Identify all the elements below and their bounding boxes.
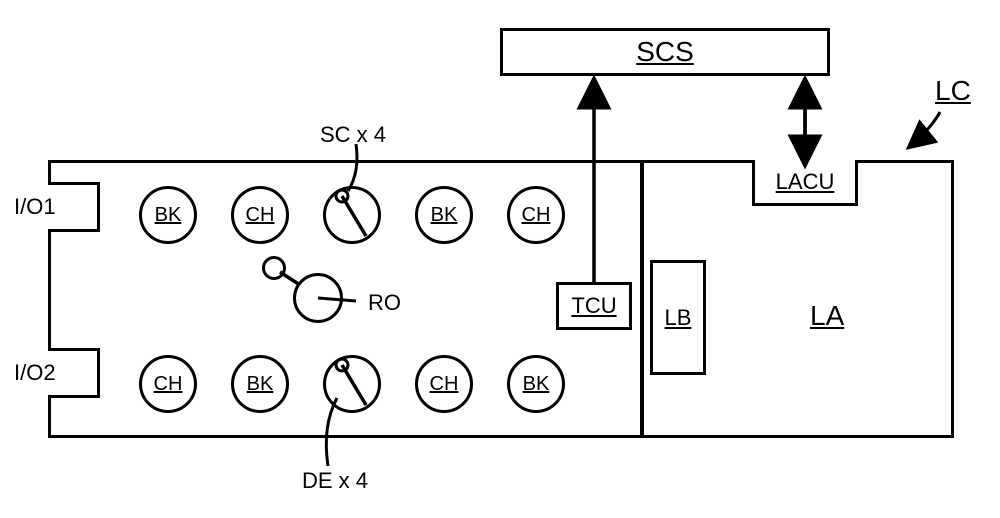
robot-base: [293, 273, 343, 323]
la-label: LA: [810, 300, 844, 332]
robot-joint: [262, 256, 286, 280]
circle-top-3: BK: [415, 186, 473, 244]
circle-bot-1: BK: [231, 355, 289, 413]
circle-top-4: CH: [507, 186, 565, 244]
circle-bot-2: [323, 355, 381, 413]
de-label: DE x 4: [302, 468, 368, 494]
circle-top-2: [323, 186, 381, 244]
lb-box: LB: [650, 260, 706, 375]
io2-label: I/O2: [14, 360, 56, 386]
scs-label: SCS: [636, 36, 694, 68]
lacu-box: LACU: [752, 160, 858, 206]
io1-box: [48, 182, 100, 232]
scs-box: SCS: [500, 28, 830, 76]
circle-bot-4: BK: [507, 355, 565, 413]
io2-box: [48, 348, 100, 398]
sc-label: SC x 4: [320, 122, 386, 148]
circle-top-0: BK: [139, 186, 197, 244]
circle-top-1: CH: [231, 186, 289, 244]
divider: [640, 160, 644, 438]
diagram-canvas: SCS LC LACU I/O1 I/O2 TCU LB LA BK CH BK…: [0, 0, 1000, 518]
circle-bot-3: CH: [415, 355, 473, 413]
tcu-label: TCU: [571, 293, 616, 319]
io1-label: I/O1: [14, 194, 56, 220]
lb-label: LB: [665, 305, 692, 331]
lacu-label: LACU: [776, 169, 835, 195]
lc-label: LC: [935, 75, 971, 107]
ro-label: RO: [368, 290, 401, 316]
circle-bot-0: CH: [139, 355, 197, 413]
tcu-box: TCU: [556, 282, 632, 330]
